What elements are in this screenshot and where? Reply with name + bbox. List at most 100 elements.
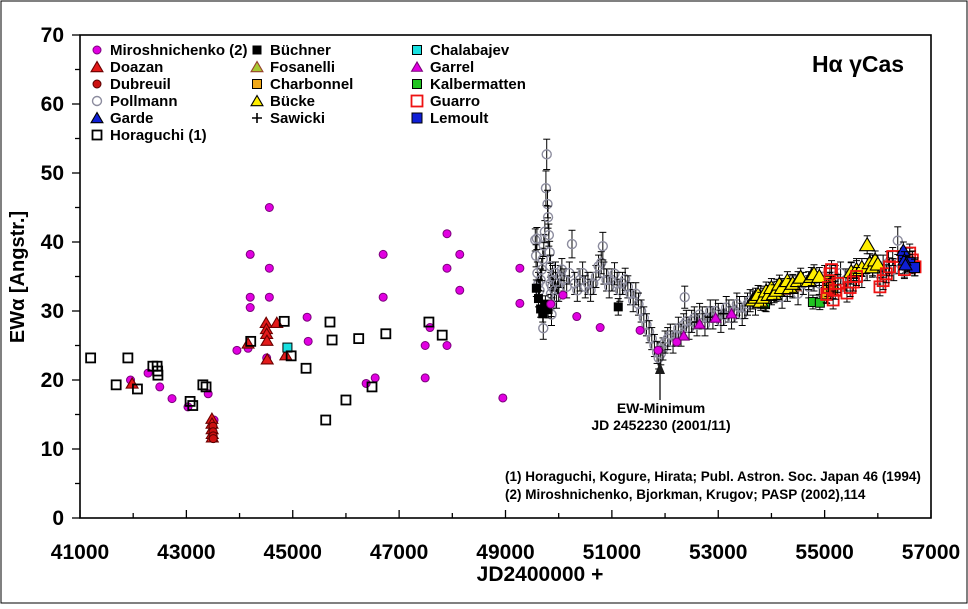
square-open-marker (823, 267, 837, 281)
x-tick-label: 49000 (476, 541, 534, 564)
square-open-marker (197, 379, 209, 391)
legend-item-buchner: Büchner (252, 42, 331, 59)
plus-marker (718, 308, 729, 319)
circle-open-marker (596, 257, 607, 268)
legend-item-miroshnichenko: Miroshnichenko (2) (92, 42, 248, 59)
y-tick-label: 50 (41, 162, 64, 185)
legend-item-lemoult: Lemoult (411, 110, 488, 127)
square-marker (533, 294, 543, 304)
legend-label-garde: Garde (110, 110, 153, 127)
circle-open-marker (630, 288, 642, 299)
circle-marker (302, 312, 312, 322)
square-open-marker (91, 129, 103, 141)
circle-open-marker (609, 268, 620, 279)
triangle-marker (677, 329, 691, 341)
square-marker (411, 112, 423, 124)
square-open-marker (122, 352, 134, 364)
y-tick-label: 0 (52, 507, 64, 530)
x-tick-label: 57000 (902, 541, 960, 564)
x-axis-title: JD2400000 + (477, 563, 604, 586)
plus-marker (252, 113, 262, 123)
triangle-marker (858, 236, 876, 252)
legend-label-miroshnichenko: Miroshnichenko (2) (110, 42, 248, 59)
triangle-marker (260, 334, 274, 346)
circle-open-marker (566, 238, 578, 250)
circle-marker (595, 323, 605, 333)
legend-label-fosanelli: Fosanelli (270, 59, 335, 76)
square-open-marker (187, 400, 199, 411)
legend-item-guarro: Guarro (410, 93, 480, 110)
square-open-marker (436, 329, 448, 341)
circle-marker (420, 341, 430, 350)
square-marker (252, 45, 262, 55)
x-tick-label: 45000 (264, 541, 322, 564)
legend-item-charbonnel: Charbonnel (252, 76, 353, 93)
legend-label-kalbermatten: Kalbermatten (430, 76, 526, 93)
y-tick-label: 30 (41, 300, 64, 323)
circle-marker (420, 373, 430, 383)
square-open-marker (826, 293, 840, 307)
square-open-marker (285, 350, 297, 362)
y-tick-label: 40 (41, 231, 64, 254)
circle-marker (455, 285, 465, 295)
data-points-layer (85, 138, 922, 444)
circle-open-marker (536, 264, 547, 275)
x-tick-label: 55000 (795, 541, 853, 564)
square-open-marker (423, 316, 435, 328)
legend-label-doazan: Doazan (110, 59, 163, 76)
square-marker (531, 283, 541, 293)
square-open-marker (366, 381, 378, 393)
y-tick-label: 60 (41, 93, 64, 116)
series-garrel (677, 307, 738, 341)
legend-label-sawicki: Sawicki (270, 110, 325, 127)
legend-item-garrel: Garrel (410, 59, 474, 76)
circle-marker (558, 290, 568, 300)
square-open-marker (278, 315, 290, 327)
legend-label-lemoult: Lemoult (430, 110, 488, 127)
legend-label-garrel: Garrel (430, 59, 474, 76)
square-open-marker (353, 333, 365, 345)
circle-marker (264, 292, 274, 302)
chart-title: Hα γCas (812, 51, 904, 77)
legend-item-doazan: Doazan (90, 59, 163, 76)
circle-open-marker (543, 229, 555, 241)
legend-label-buchner: Büchner (270, 42, 331, 59)
square-open-marker (850, 270, 863, 283)
circle-open-marker (545, 260, 556, 272)
circle-marker (245, 292, 255, 302)
circle-open-marker (538, 323, 549, 334)
triangle-marker (250, 60, 264, 73)
square-open-marker (821, 281, 835, 294)
annotation-arrow-head (655, 362, 665, 374)
circle-marker (208, 434, 218, 444)
circle-marker (370, 373, 380, 383)
square-open-marker (152, 369, 164, 381)
square-open-marker (110, 379, 122, 391)
circle-open-marker (544, 247, 555, 258)
square-open-marker (245, 335, 257, 347)
circle-marker (232, 345, 242, 355)
circle-marker (245, 249, 255, 259)
square-open-marker (132, 383, 143, 395)
x-tick-label: 51000 (583, 541, 641, 564)
legend-item-garde: Garde (90, 110, 153, 127)
legend-item-sawicki: Sawicki (252, 110, 325, 127)
legend-item-buecke: Bücke (250, 93, 315, 110)
square-open-marker (324, 316, 336, 328)
legend-item-dubreuil: Dubreuil (92, 76, 171, 93)
circle-marker (245, 303, 255, 313)
footnote-2: (2) Miroshnichenko, Bjorkman, Krugov; PA… (505, 487, 866, 502)
circle-marker (442, 229, 452, 239)
triangle-marker (725, 307, 738, 319)
triangle-marker (90, 111, 104, 124)
legend: Miroshnichenko (2)DoazanDubreuilPollmann… (90, 42, 526, 144)
circle-open-marker (91, 95, 103, 107)
y-axis-title: EWα [Angstr.] (7, 211, 29, 343)
legend-label-horaguchi: Horaguchi (1) (110, 127, 207, 144)
square-open-marker (380, 328, 392, 340)
circle-marker (155, 382, 165, 392)
circle-open-marker (739, 302, 751, 313)
circle-open-marker (679, 292, 690, 303)
square-open-marker (300, 362, 312, 374)
